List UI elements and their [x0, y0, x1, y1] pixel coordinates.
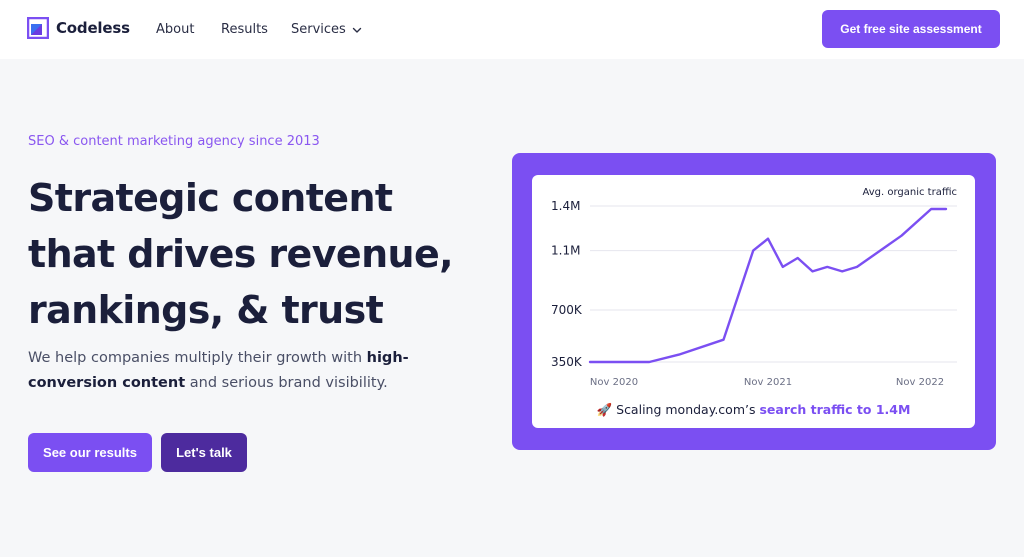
- get-free-site-assessment-button[interactable]: Get free site assessment: [822, 10, 1000, 48]
- caption-highlight: search traffic to 1.4M: [759, 402, 911, 417]
- rocket-icon: 🚀: [596, 402, 613, 417]
- brand-name: Codeless: [56, 19, 130, 37]
- hero-headline: Strategic content that drives revenue, r…: [28, 170, 468, 338]
- lets-talk-button[interactable]: Let's talk: [161, 433, 247, 472]
- x-tick-label: Nov 2020: [590, 377, 638, 388]
- hero-subheading: We help companies multiply their growth …: [28, 346, 428, 396]
- x-tick-label: Nov 2022: [896, 377, 944, 388]
- subheading-text-end: and serious brand visibility.: [185, 375, 388, 391]
- y-tick-label: 350K: [551, 355, 583, 369]
- caption-text: Scaling monday.com’s: [612, 402, 760, 417]
- headline-line: that drives revenue,: [28, 232, 454, 276]
- subheading-emphasis: high-conversion content: [28, 350, 409, 391]
- headline-line: Strategic content: [28, 176, 393, 220]
- chart-legend-label: Avg. organic traffic: [862, 187, 957, 198]
- top-navigation: Codeless About Results Services Get free…: [0, 0, 1024, 59]
- chevron-down-icon: [352, 27, 362, 33]
- nav-link-about[interactable]: About: [156, 22, 195, 37]
- y-tick-label: 1.1M: [551, 244, 580, 258]
- nav-services-label: Services: [291, 22, 346, 37]
- y-tick-label: 1.4M: [551, 199, 580, 213]
- series-line-avg-organic-traffic: [588, 207, 948, 364]
- x-tick-label: Nov 2021: [744, 377, 792, 388]
- subheading-text: We help companies multiply their growth …: [28, 350, 367, 366]
- traffic-chart-card: 1.4M 1.1M 700K 350K Avg. organic traffic Nov …: [532, 175, 975, 428]
- codeless-logo-icon: [26, 16, 50, 40]
- hero-eyebrow: SEO & content marketing agency since 201…: [28, 134, 320, 149]
- brand-logo[interactable]: Codeless: [26, 16, 130, 40]
- nav-link-results[interactable]: Results: [221, 22, 268, 37]
- see-our-results-button[interactable]: See our results: [28, 433, 152, 472]
- traffic-line-chart: 1.4M 1.1M 700K 350K Avg. organic traffic Nov …: [551, 187, 957, 388]
- nav-link-services[interactable]: Services: [291, 22, 362, 37]
- headline-line: rankings, & trust: [28, 288, 384, 332]
- chart-caption: 🚀 Scaling monday.com’s search traffic to…: [532, 402, 975, 418]
- y-tick-label: 700K: [551, 303, 583, 317]
